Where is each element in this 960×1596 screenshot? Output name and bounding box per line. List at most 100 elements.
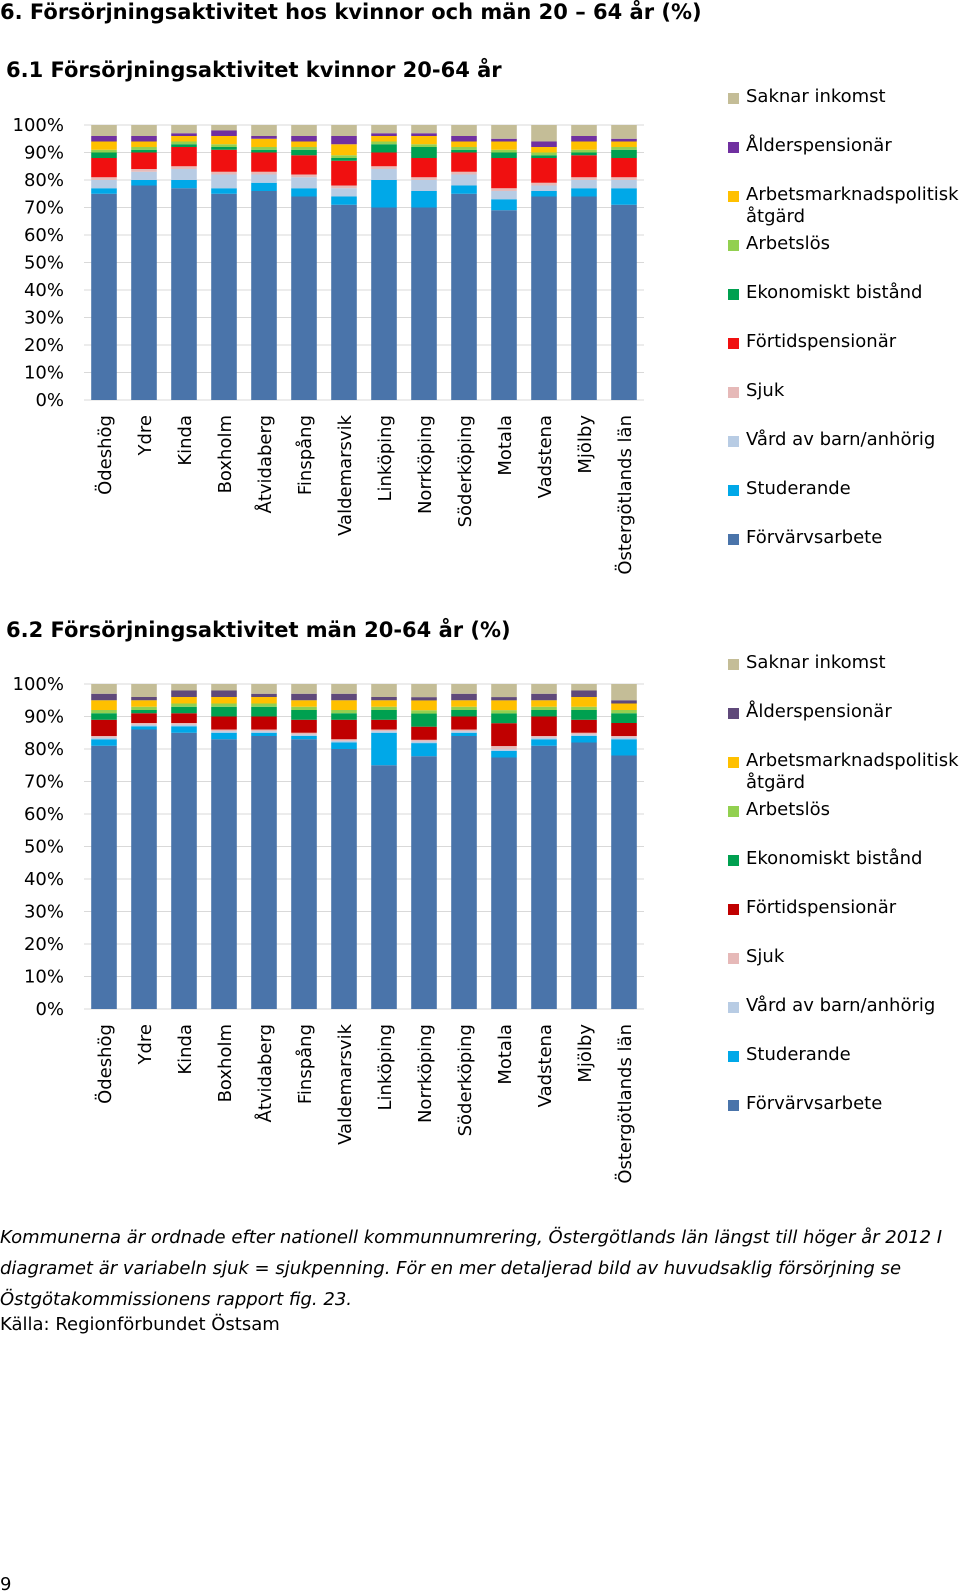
bar-segment (211, 136, 237, 145)
bar-segment (411, 710, 437, 714)
bar-segment (451, 716, 477, 730)
bar-segment (491, 152, 517, 158)
bar-segment (171, 703, 197, 707)
bar-segment (291, 149, 317, 156)
y-tick-label: 40% (24, 869, 64, 890)
bar-segment (171, 141, 197, 145)
y-tick-label: 20% (24, 934, 64, 955)
legend-swatch (728, 806, 739, 817)
bar-segment (171, 136, 197, 142)
bar-segment (411, 207, 437, 400)
bar-segment (131, 141, 157, 147)
x-category-label: Motala (495, 1024, 516, 1085)
bar-segment (251, 138, 277, 147)
bar-segment (611, 700, 637, 704)
bar-segment (171, 180, 197, 189)
bar-segment (411, 741, 437, 744)
bar-segment (291, 147, 317, 150)
bar-segment (251, 174, 277, 183)
x-category-label: Vadstena (535, 1024, 556, 1107)
bar-segment (571, 697, 597, 707)
bar-segment (571, 742, 597, 1009)
bar-segment (91, 158, 117, 178)
bar-segment (411, 144, 437, 147)
bar-segment (411, 191, 437, 208)
bar-segment (611, 158, 637, 178)
bar-segment (491, 149, 517, 153)
bar-segment (291, 136, 317, 142)
x-category-label: Söderköping (455, 1024, 476, 1136)
bar-segment (251, 731, 277, 733)
bar-segment (291, 684, 317, 694)
bar-segment (171, 188, 197, 400)
bar-segment (251, 171, 277, 175)
bar-segment (571, 188, 597, 197)
bar-segment (411, 133, 437, 136)
bar-segment (331, 185, 357, 189)
bar-segment (171, 697, 197, 704)
bar-segment (451, 141, 477, 147)
bar-segment (531, 155, 557, 158)
legend-label: Förvärvsarbete (746, 527, 883, 548)
x-category-label: Linköping (375, 415, 396, 502)
bar-segment (411, 147, 437, 158)
x-category-label: Vadstena (535, 415, 556, 498)
bar-segment (291, 732, 317, 735)
legend-swatch (728, 953, 739, 964)
bar-segment (451, 693, 477, 701)
bar-segment (491, 757, 517, 1009)
bar-segment (491, 191, 517, 200)
bar-segment (571, 180, 597, 189)
legend-swatch (728, 1051, 739, 1062)
y-tick-label: 50% (24, 837, 64, 858)
bar-segment (331, 719, 357, 740)
bar-segment (571, 149, 597, 153)
bar-segment (331, 160, 357, 186)
bar-segment (451, 152, 477, 172)
bar-segment (131, 724, 157, 727)
bar-segment (371, 141, 397, 145)
legend-label: Ålderspensionär (746, 135, 892, 156)
bar-segment (491, 710, 517, 714)
x-category-label: Mjölby (575, 415, 596, 474)
bar-segment (251, 125, 277, 136)
bar-segment (611, 737, 637, 740)
bar-segment (531, 739, 557, 746)
bar-segment (251, 684, 277, 694)
bar-segment (131, 185, 157, 400)
x-category-label: Östergötlands län (614, 1024, 636, 1184)
legend-label: Studerande (746, 1044, 851, 1065)
bar-segment (131, 700, 157, 707)
legend-swatch (728, 708, 739, 719)
chart-title-women: 6.1 Försörjningsaktivitet kvinnor 20-64 … (6, 58, 502, 82)
x-category-label: Ydre (135, 1024, 156, 1066)
bar-segment (331, 710, 357, 714)
bar-segment (91, 193, 117, 400)
legend-swatch (728, 534, 739, 545)
bar-segment (331, 155, 357, 158)
bar-segment (171, 133, 197, 136)
bar-segment (411, 756, 437, 1009)
bar-segment (571, 141, 597, 150)
legend-swatch (728, 855, 739, 866)
legend-label: Arbetsmarknadspolitisk åtgärd (746, 184, 959, 227)
bar-segment (331, 700, 357, 710)
bar-segment (411, 697, 437, 701)
bar-segment (291, 188, 317, 197)
x-category-label: Boxholm (215, 1024, 236, 1102)
y-tick-label: 30% (24, 902, 64, 923)
bar-segment (371, 719, 397, 730)
bar-segment (331, 136, 357, 145)
legend-label: Ekonomiskt bistånd (746, 282, 923, 303)
bar-segment (331, 125, 357, 136)
bar-segment (91, 125, 117, 136)
y-tick-label: 80% (24, 739, 64, 760)
bar-segment (571, 736, 597, 743)
chart-title-men: 6.2 Försörjningsaktivitet män 20-64 år (… (6, 618, 511, 642)
x-category-label: Östergötlands län (614, 415, 636, 575)
bar-segment (611, 713, 637, 723)
bar-segment (451, 684, 477, 694)
legend-label: Förtidspensionär (746, 331, 897, 352)
bar-segment (531, 158, 557, 183)
bar-segment (371, 732, 397, 766)
